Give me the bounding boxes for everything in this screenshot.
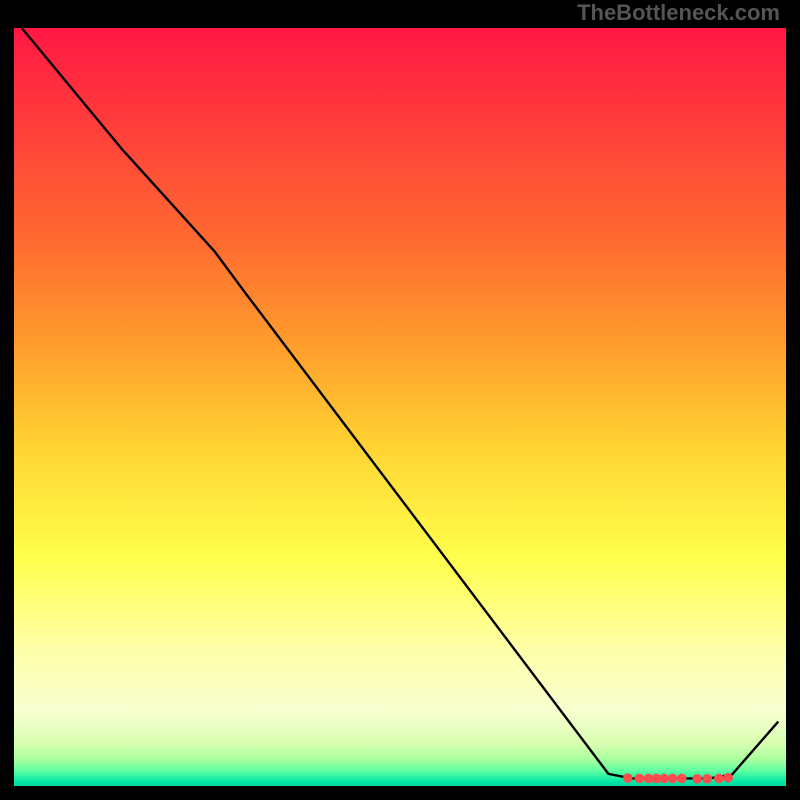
watermark-text: TheBottleneck.com	[577, 0, 780, 26]
marker-point	[703, 775, 711, 783]
marker-point	[693, 775, 701, 783]
marker-point	[668, 774, 676, 782]
marker-point	[660, 774, 668, 782]
marker-point	[724, 773, 732, 781]
marker-point	[678, 774, 686, 782]
marker-point	[715, 774, 723, 782]
chart-background-gradient	[14, 28, 786, 786]
chart-plot-area	[14, 28, 786, 786]
chart-svg	[14, 28, 786, 786]
marker-point	[635, 774, 643, 782]
marker-point	[624, 774, 632, 782]
